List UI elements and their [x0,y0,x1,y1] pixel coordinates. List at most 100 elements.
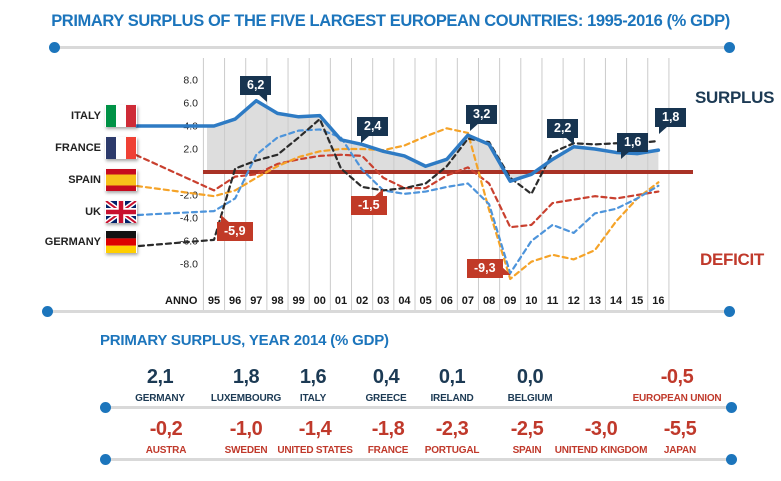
stat-value: 1,8 [232,366,260,388]
series-line-france [134,153,660,229]
stat-label: EUROPEAN UNION [632,393,722,404]
year-label: 97 [250,295,262,307]
year-label: 07 [462,295,474,307]
year-label: 03 [377,295,389,307]
year-label: 14 [610,295,623,307]
stat-value: -0,5 [660,366,694,388]
series-line-uk [136,128,660,275]
year-label: 10 [525,295,537,307]
year-label: 13 [589,295,601,307]
stat-label: AUSTRA [145,445,187,456]
legend-label-france: FRANCE [55,142,101,154]
divider-row1 [100,402,737,413]
stat-portugal: -2,3 PORTUGAL [425,418,480,456]
germany-flag-icon [105,231,137,253]
stat-austria: -0,2 AUSTRA [145,418,187,456]
year-label: 96 [229,295,241,307]
stat-value: 0,4 [372,366,400,388]
stat-value: -2,5 [510,418,544,440]
stat-label: PORTUGAL [424,445,480,456]
annotation-badge-2-2: 2,2 [547,119,579,145]
year-label: 16 [652,295,664,307]
year-label: 98 [271,295,283,307]
stat-label: JAPAN [663,445,697,456]
stat-label: GERMANY [135,393,185,404]
stat-label: LUXEMBOURG [210,393,282,404]
stat-value: -5,5 [663,418,697,440]
divider-top [49,42,735,53]
annotation-badge-neg-9-3: -9,3 [467,259,510,278]
svg-text:2.0: 2.0 [183,144,198,156]
spain-flag-icon [105,169,137,191]
stat-united-kingdom: -3,0 UNITEND KINGDOM [555,418,648,456]
france-flag-icon [105,137,137,159]
bottom-section-title: PRIMARY SURPLUS, YEAR 2014 (% GDP) [100,332,389,349]
series-line-spain [135,127,660,281]
stat-label: GREECE [365,393,407,404]
legend-label-uk: UK [85,206,101,218]
stat-value: -1,8 [371,418,405,440]
stat-greece: 0,4 GREECE [365,366,406,404]
divider-row2 [100,454,737,465]
stat-label: IRELAND [430,393,474,404]
legend-label-italy: ITALY [71,110,101,122]
annotation-badge-1-6: 1,6 [617,133,649,159]
svg-text:4.0: 4.0 [183,121,198,133]
stat-united-states: -1,4 UNITED STATES [277,418,353,456]
year-label: 06 [441,295,453,307]
stat-ireland: 0,1 IRELAND [430,366,473,404]
year-label: 08 [483,295,495,307]
svg-text:-2.0: -2.0 [180,190,198,202]
stat-japan: -5,5 JAPAN [663,418,697,456]
stat-value: -1,0 [229,418,263,440]
stat-france: -1,8 FRANCE [367,418,409,456]
stat-value: -3,0 [584,418,618,440]
year-label: 05 [419,295,431,307]
stat-value: -2,3 [435,418,469,440]
stat-italy: 1,6 ITALY [299,366,327,404]
stat-luxembourg: 1,8 LUXEMBOURG [211,366,281,404]
stat-label: SPAIN [512,445,542,456]
annotation-badge-6-2: 6,2 [240,76,272,102]
page-title: PRIMARY SURPLUS OF THE FIVE LARGEST EURO… [51,12,730,30]
stat-label: SWEDEN [224,445,268,456]
italy-flag-icon [105,105,137,127]
svg-text:-6.0: -6.0 [180,236,198,248]
divider-under-chart [42,306,735,317]
year-label: 01 [335,295,347,307]
stat-germany: 2,1 GERMANY [135,366,185,404]
year-label: 00 [314,295,326,307]
stat-value: 0,0 [516,366,544,388]
stat-value: 2,1 [146,366,174,388]
year-label: 11 [547,295,559,307]
stat-belgium: 0,0 BELGIUM [508,366,553,404]
annotation-badge-3-2: 3,2 [466,105,498,131]
svg-text:8.0: 8.0 [183,75,198,87]
stat-value: -0,2 [149,418,183,440]
annotation-badge-neg-5-9: -5,9 [217,215,253,241]
stat-label: FRANCE [367,445,409,456]
stat-label: ITALY [299,393,327,404]
uk-flag-icon [105,201,137,223]
stat-sweden: -1,0 SWEDEN [225,418,268,456]
year-label: 09 [504,295,516,307]
annotation-badge-1-8: 1,8 [655,108,687,134]
stat-label: BELGIUM [507,393,553,404]
svg-text:6.0: 6.0 [183,98,198,110]
stat-value: 1,6 [299,366,327,388]
year-label: 02 [356,295,368,307]
year-label: 99 [293,295,305,307]
legend-label-spain: SPAIN [68,174,101,186]
stat-value: -1,4 [298,418,332,440]
annotation-badge-2-4: 2,4 [357,117,389,143]
svg-text:-8.0: -8.0 [180,259,198,271]
year-label: 12 [568,295,580,307]
stat-european-union: -0,5 EUROPEAN UNION [633,366,722,404]
svg-text:-4.0: -4.0 [180,213,198,225]
year-label: 04 [398,295,411,307]
legend-label-germany: GERMANY [44,236,101,248]
annotation-badge-neg-1-5: -1,5 [351,189,387,215]
stat-label: UNITEND KINGDOM [554,445,648,456]
stat-label: UNITED STATES [277,445,353,456]
